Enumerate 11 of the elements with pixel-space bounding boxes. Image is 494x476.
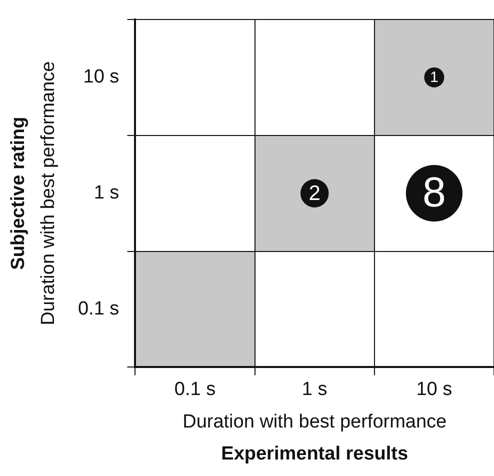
x-tick-label: 0.1 s — [174, 378, 216, 400]
y-tick-label: 10 s — [83, 66, 120, 88]
data-label: 1 — [430, 69, 438, 86]
y-axis-title: Subjective rating Duration with best performance — [8, 61, 60, 326]
x-axis-title: Duration with best performance Experimental results — [182, 411, 447, 464]
y-tick-label: 1 s — [94, 182, 120, 204]
x-tick-label: 1 s — [302, 378, 328, 400]
y-tick-label: 0.1 s — [78, 298, 120, 320]
data-label: 8 — [422, 168, 446, 216]
data-label: 2 — [308, 182, 320, 205]
x-tick-label: 10 s — [416, 378, 452, 400]
